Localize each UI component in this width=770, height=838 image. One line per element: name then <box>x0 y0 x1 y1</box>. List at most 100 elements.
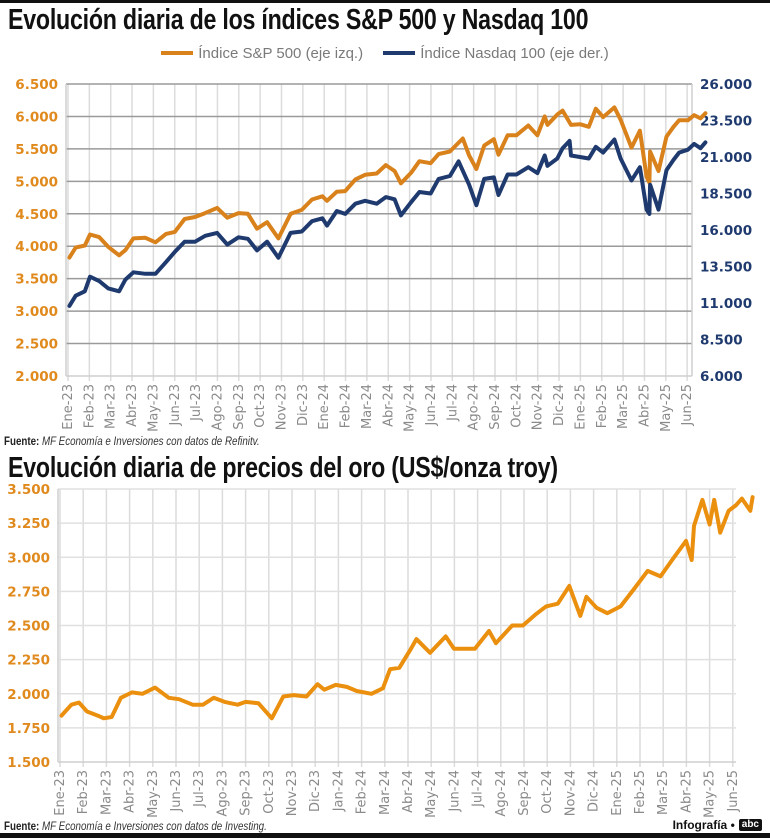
y-right-tick-label: 11.000 <box>700 296 752 312</box>
x-tick-label: Jun-24 <box>424 384 439 427</box>
x-tick-label: Nov-23 <box>275 384 290 430</box>
chart2-source: Fuente: MF Economía e Inversiones con da… <box>4 821 267 833</box>
x-tick-label: Abr-25 <box>637 384 652 427</box>
credit-label: Infografía • <box>672 818 735 832</box>
abc-logo: abc <box>738 819 762 831</box>
x-tick-label: Ene-25 <box>610 770 625 816</box>
chart1-svg: Ene-23 Feb-23 Mar-23 Abr-23 May-23 Jun-23 Jul-… <box>15 77 752 432</box>
x-tick-label: Jul-24 <box>471 770 486 808</box>
x-tick-label: Mar-23 <box>99 770 114 815</box>
series-line-gold <box>59 495 755 721</box>
x-tick-label: Dic-24 <box>552 384 567 426</box>
x-tick-label: Ago-23 <box>210 384 225 431</box>
x-tick-label: Jun-23 <box>168 384 183 427</box>
y-right-tick-label: 8.500 <box>700 333 743 349</box>
y-left-tick-label: 4.500 <box>15 207 58 223</box>
x-tick-label: Nov-24 <box>531 384 546 430</box>
chart1-source: Fuente: MF Economía e Inversiones con da… <box>4 436 260 448</box>
chart1-source-text: MF Economía e Inversiones con datos de R… <box>42 436 260 448</box>
y-left-tick-label: 1.500 <box>7 755 50 771</box>
y-left-tick-label: 4.000 <box>15 239 58 255</box>
x-tick-label: Nov-23 <box>285 770 300 816</box>
y-left-tick-label: 2.250 <box>7 653 50 669</box>
y-left-tick-label: 3.000 <box>15 304 58 320</box>
x-tick-label: Oct-23 <box>253 384 268 428</box>
legend-swatch-sp500 <box>161 51 194 55</box>
x-tick-label: Oct-23 <box>262 770 277 814</box>
y-left-tick-label: 5.000 <box>15 174 58 190</box>
x-tick-label: Dic-23 <box>296 384 311 426</box>
x-tick-label: Mar-23 <box>104 384 119 429</box>
x-tick-label: Ene-25 <box>573 384 588 430</box>
y-right-tick-label: 16.000 <box>700 223 752 239</box>
top-rule <box>0 0 770 3</box>
chart2-source-text: MF Economía e Inversiones con datos de I… <box>42 821 267 833</box>
x-tick-label: Jul-24 <box>445 384 460 422</box>
x-tick-label: Abr-25 <box>679 770 694 813</box>
x-tick-label: Abr-23 <box>125 384 140 427</box>
series-line-sp <box>67 105 708 260</box>
y-left-tick-label: 2.500 <box>7 619 50 635</box>
x-tick-label: May-23 <box>146 384 161 432</box>
x-tick-label: Ago-24 <box>467 384 482 431</box>
x-tick-label: Mar-24 <box>360 384 375 429</box>
x-tick-label: Mar-24 <box>378 770 393 815</box>
x-tick-label: Jan-24 <box>331 770 346 812</box>
y-right-tick-label: 13.500 <box>700 260 752 276</box>
y-left-tick-label: 3.500 <box>7 482 50 498</box>
y-right-tick-label: 23.500 <box>700 114 752 130</box>
x-tick-label: Ene-23 <box>61 384 76 430</box>
legend-swatch-nasdaq <box>383 51 416 55</box>
x-tick-label: Ago-23 <box>215 770 230 817</box>
x-tick-label: Feb-25 <box>595 384 610 428</box>
x-tick-label: Feb-23 <box>76 770 91 814</box>
chart1-source-label: Fuente: <box>4 436 40 448</box>
y-left-tick-label: 1.750 <box>7 721 50 737</box>
x-tick-label: Mar-25 <box>656 770 671 815</box>
chart2-source-label: Fuente: <box>4 821 40 833</box>
y-right-tick-label: 26.000 <box>700 77 752 93</box>
legend-label-sp500: Índice S&P 500 (eje izq.) <box>198 44 364 62</box>
y-left-tick-label: 6.000 <box>15 109 58 125</box>
x-tick-label: Oct-24 <box>540 770 555 814</box>
x-tick-label: Abr-23 <box>123 770 138 813</box>
y-left-tick-label: 3.500 <box>15 272 58 288</box>
chart2-title: Evolución diaria de precios del oro (US$… <box>8 452 558 484</box>
x-tick-label: Jun-25 <box>726 770 741 813</box>
x-tick-label: Ene-24 <box>317 384 332 430</box>
y-left-tick-label: 2.750 <box>7 584 50 600</box>
x-tick-label: Nov-24 <box>563 770 578 816</box>
x-tick-label: Sep-24 <box>488 384 503 430</box>
x-tick-label: Feb-25 <box>633 770 648 814</box>
x-tick-label: May-23 <box>146 770 161 818</box>
x-tick-label: Oct-24 <box>509 384 524 428</box>
x-tick-label: Dic-24 <box>587 770 602 812</box>
x-tick-label: Jun-23 <box>169 770 184 813</box>
series-line-nasdaq <box>67 137 708 308</box>
y-right-tick-label: 21.000 <box>700 150 752 166</box>
y-left-tick-label: 5.500 <box>15 142 58 158</box>
x-tick-label: Jul-23 <box>192 770 207 808</box>
x-tick-label: May-24 <box>403 384 418 432</box>
legend-item-sp500: Índice S&P 500 (eje izq.) <box>161 45 363 62</box>
credit: Infografía • abc <box>673 818 762 832</box>
x-tick-label: May-25 <box>659 384 674 432</box>
x-tick-label: Ene-23 <box>53 770 68 816</box>
x-tick-label: May-25 <box>703 770 718 818</box>
y-left-tick-label: 2.500 <box>15 337 58 353</box>
x-tick-label: Ago-24 <box>494 770 509 817</box>
y-left-tick-label: 3.000 <box>7 550 50 566</box>
x-tick-label: Sep-23 <box>232 384 247 430</box>
x-tick-label: Feb-24 <box>339 384 354 428</box>
bottom-rule <box>0 833 770 838</box>
x-tick-label: Dic-23 <box>308 770 323 812</box>
y-left-tick-label: 2.000 <box>15 369 58 385</box>
x-tick-label: Abr-24 <box>401 770 416 813</box>
legend-item-nasdaq: Índice Nasdaq 100 (eje der.) <box>383 44 609 62</box>
x-tick-label: Abr-24 <box>381 384 396 427</box>
y-right-tick-label: 6.000 <box>700 369 743 385</box>
x-tick-label: Mar-25 <box>616 384 631 429</box>
x-tick-label: Feb-23 <box>82 384 97 428</box>
legend-label-nasdaq: Índice Nasdaq 100 (eje der.) <box>420 44 609 62</box>
